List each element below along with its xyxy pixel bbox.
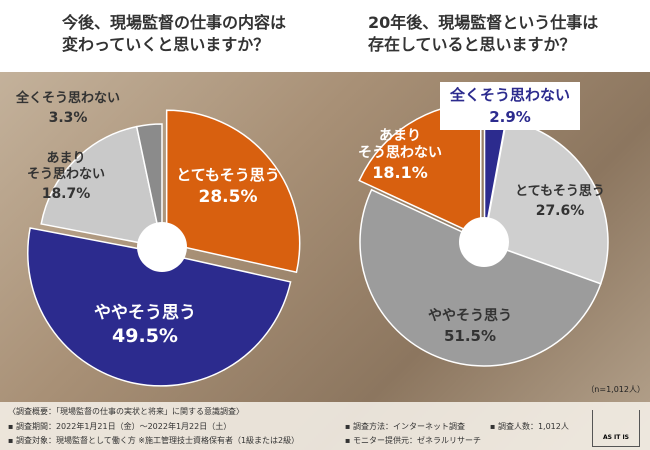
category-label: 全くそう思わない [449, 86, 570, 104]
category-label: とてもそう思う [176, 166, 280, 184]
value-label: 27.6% [536, 203, 585, 219]
category-line: とてもそう思う [176, 166, 280, 184]
category-line: 全くそう思わない [449, 86, 570, 104]
pie-slice [27, 227, 292, 387]
label-box [440, 82, 580, 130]
category-label: ややそう思う [94, 303, 196, 323]
title-line: 今後、現場監督の仕事の内容は [62, 13, 287, 32]
title: 20年後、現場監督という仕事は 存在していると思いますか？ [368, 12, 598, 56]
category-line: ややそう思う [94, 303, 196, 323]
footer: 〈調査概要：「現場監督の仕事の実状と将来」に関する意識調査〉 ▪ 調査期間：20… [0, 402, 650, 450]
category-line: 全くそう思わない [15, 90, 120, 106]
sample-note: （n=1,012人） [586, 385, 645, 394]
category-label: 全くそう思わない [15, 90, 120, 106]
value-label: 49.5% [112, 325, 178, 347]
value-label: 3.3% [49, 110, 88, 126]
title-line: 変わっていくと思いますか？ [62, 35, 270, 54]
pie-slice [135, 123, 163, 248]
category-label: ややそう思う [428, 308, 512, 324]
category-line: そう思わない [358, 145, 442, 161]
value-label: 2.9% [489, 108, 531, 126]
value-label: 51.5% [444, 327, 496, 345]
value-label: 28.5% [199, 187, 258, 207]
category-label: あまりそう思わない [27, 151, 105, 182]
category-line: とてもそう思う [515, 184, 605, 199]
category-label: あまりそう思わない [358, 128, 442, 161]
footer-item: ▪ 調査対象：現場監督として働く方 ※施工管理技士資格保有者（1級または2級） [8, 436, 300, 445]
title: 今後、現場監督の仕事の内容は 変わっていくと思いますか？ [62, 12, 286, 56]
donut-hole [459, 217, 509, 267]
title-line: 存在していると思いますか？ [368, 35, 576, 54]
footer-item: ▪ モニター提供元：ゼネラルリサーチ [345, 436, 481, 445]
category-label: とてもそう思う [515, 184, 605, 199]
donut-hole [137, 222, 187, 272]
footer-heading: 〈調査概要：「現場監督の仕事の実状と将来」に関する意識調査〉 [8, 407, 244, 416]
value-label: 18.1% [372, 163, 428, 182]
footer-item: ▪ 調査方法：インターネット調査 [345, 422, 465, 431]
pie-slice [165, 109, 301, 274]
pie-slice [40, 125, 163, 248]
title-line: 20年後、現場監督という仕事は [368, 13, 599, 32]
pie-slice [359, 188, 602, 367]
footer-item: ▪ 調査期間：2022年1月21日（金）〜2022年1月22日（土） [8, 422, 232, 431]
category-line: あまり [379, 128, 421, 144]
logo: AS IT IS [592, 410, 640, 447]
title-band: 今後、現場監督の仕事の内容は 変わっていくと思いますか？ 20年後、現場監督という… [0, 0, 650, 72]
footer-item: ▪ 調査人数：1,012人 [490, 422, 569, 431]
category-line: ややそう思う [428, 308, 512, 324]
category-line: あまり [46, 151, 85, 166]
category-line: そう思わない [27, 167, 105, 182]
value-label: 18.7% [42, 186, 91, 202]
